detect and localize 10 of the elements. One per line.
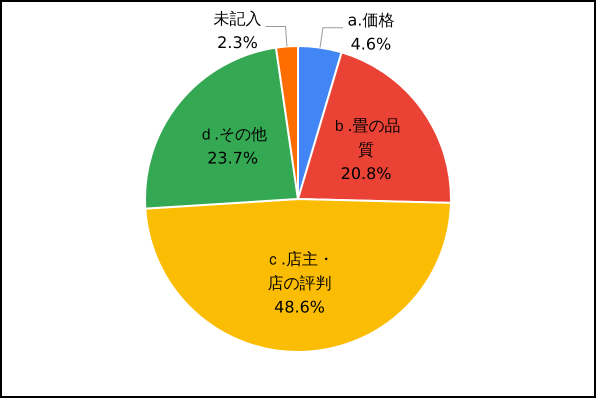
slice-label: ｄ.その他 xyxy=(198,124,268,144)
slice-label: ｂ.畳の品質 xyxy=(332,116,401,160)
data-label: 4.6% xyxy=(350,34,392,54)
slice-label: a.価格 xyxy=(347,10,394,30)
slice-label: ｃ.店主・店の評判 xyxy=(265,250,334,293)
data-label: 20.8% xyxy=(340,164,392,184)
data-label: 2.3% xyxy=(217,32,258,52)
data-label: 48.6% xyxy=(274,298,325,317)
slice-label: 未記入 xyxy=(214,8,262,28)
data-label: 23.7% xyxy=(207,148,258,168)
